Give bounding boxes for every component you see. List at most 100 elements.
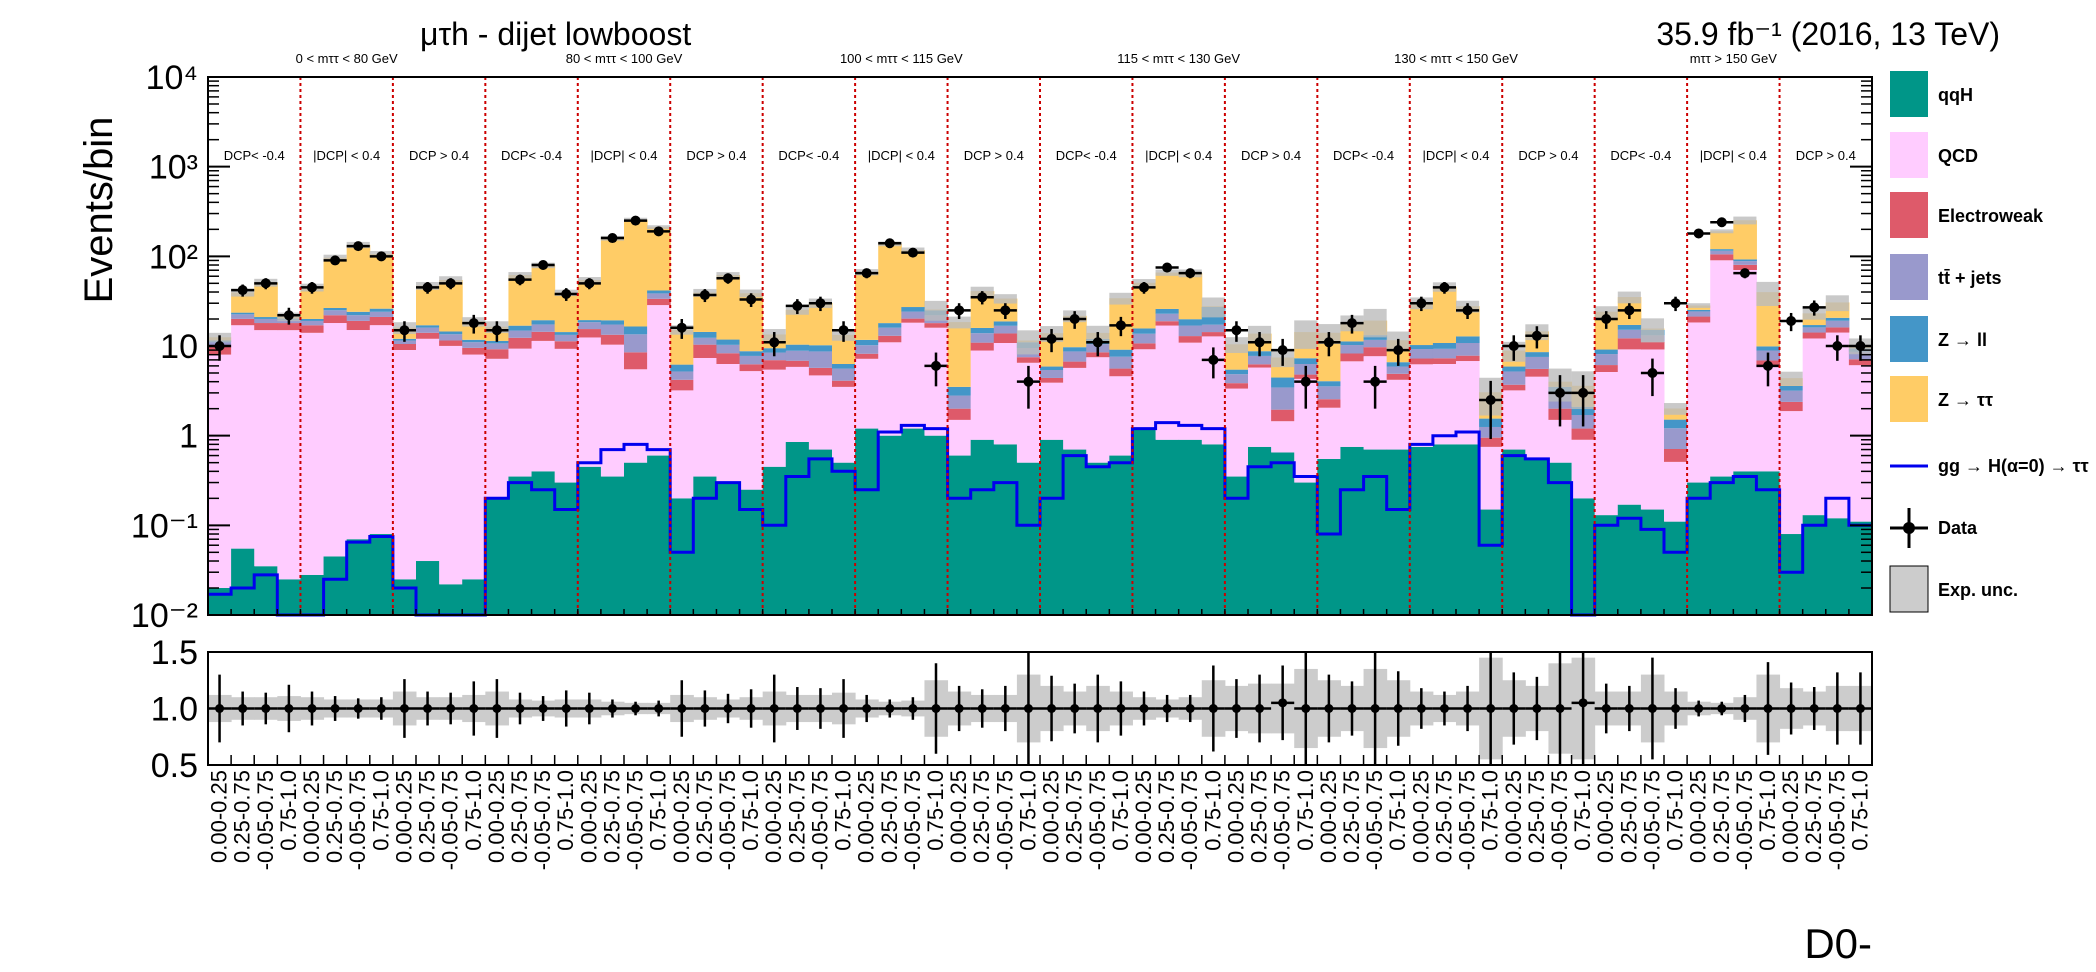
- data-point-62: [1640, 358, 1664, 397]
- data-point-41: [1155, 262, 1179, 273]
- x-tick-label-40: 0.00-0.25: [1131, 770, 1156, 863]
- bar-qcd-68: [1779, 411, 1804, 535]
- data-point-5: [323, 255, 347, 266]
- bar-z--10: [439, 279, 463, 332]
- unc-band-35: [1016, 330, 1040, 355]
- unc-band-70: [1825, 295, 1849, 312]
- x-tick-label-51: 0.75-1.0: [1385, 770, 1410, 851]
- data-point-39: [1109, 316, 1133, 337]
- data-point-6: [346, 241, 370, 252]
- x-tick-label-41: 0.25-0.75: [1154, 770, 1179, 863]
- dcp-region-label-14: DCP > 0.4: [1518, 148, 1578, 163]
- bar-z--37: [1063, 315, 1087, 348]
- data-point-50: [1363, 365, 1387, 409]
- bar-qqh-10: [439, 584, 463, 615]
- ratio-point-19: [647, 700, 671, 717]
- bar-z-ll-63: [1664, 419, 1688, 429]
- bar-qcd-48: [1317, 407, 1341, 459]
- bar-qcd-21: [693, 357, 717, 477]
- dcp-region-label-10: |DCP| < 0.4: [1145, 148, 1212, 163]
- bar-qcd-20: [670, 390, 694, 499]
- unc-band-62: [1640, 318, 1664, 343]
- bar-electroweak-48: [1317, 399, 1341, 408]
- bar-electroweak-56: [1502, 384, 1526, 391]
- bar-qqh-13: [508, 476, 533, 615]
- bar-z--18: [624, 219, 648, 327]
- data-point-19: [647, 226, 671, 237]
- bar-tt-jets-43: [1201, 324, 1226, 333]
- unc-band-66: [1733, 216, 1757, 225]
- bar-qqh-42: [1178, 439, 1203, 615]
- bar-electroweak-41: [1155, 321, 1180, 326]
- bar-qqh-29: [878, 435, 902, 615]
- bar-tt-jets-7: [369, 311, 394, 317]
- bar-electroweak-7: [369, 316, 394, 326]
- ratio-y-tick-label-0: 0.5: [151, 747, 198, 785]
- bar-tt-jets-6: [346, 315, 371, 321]
- bar-qqh-68: [1779, 534, 1804, 615]
- bar-z--53: [1432, 286, 1457, 344]
- bar-z-ll-37: [1063, 347, 1087, 352]
- unc-band-31: [924, 300, 948, 321]
- data-point-1: [231, 284, 255, 297]
- dcp-region-label-4: |DCP| < 0.4: [590, 148, 657, 163]
- x-tick-label-37: 0.25-0.75: [1062, 770, 1087, 863]
- unc-band-68: [1779, 371, 1803, 386]
- data-point-31: [924, 352, 948, 387]
- ratio-point-63: [1664, 688, 1688, 729]
- ratio-point-13: [508, 692, 532, 725]
- unc-band-34: [993, 294, 1017, 304]
- bar-z-ll-53: [1432, 343, 1457, 349]
- y-tick-label-3: 10: [160, 328, 198, 366]
- data-point-61: [1617, 303, 1641, 320]
- main-panel-axes: 10⁻² 10⁻¹ 1 10 10² 10³ 10⁴: [131, 59, 1873, 635]
- x-tick-label-31: 0.75-1.0: [923, 770, 948, 851]
- x-tick-label-19: 0.75-1.0: [646, 770, 671, 851]
- bar-tt-jets-2: [254, 318, 278, 324]
- bar-qcd-57: [1525, 376, 1549, 459]
- x-tick-label-3: 0.75-1.0: [276, 770, 301, 851]
- bar-electroweak-4: [300, 325, 325, 333]
- ratio-point-39: [1109, 681, 1133, 736]
- bar-z-ll-12: [485, 340, 509, 344]
- y-tick-label-2: 1: [179, 418, 198, 456]
- ratio-point-52: [1409, 688, 1433, 729]
- data-point-25: [785, 299, 809, 315]
- bar-tt-jets-44: [1224, 374, 1249, 384]
- x-tick-label-28: 0.00-0.25: [854, 770, 879, 863]
- bar-electroweak-46: [1271, 409, 1295, 422]
- bar-electroweak-25: [785, 360, 810, 367]
- ratio-point-24: [762, 674, 786, 743]
- bar-z--30: [901, 250, 925, 308]
- ratio-point-41: [1155, 694, 1179, 723]
- bar-electroweak-51: [1386, 373, 1411, 380]
- legend-item-data: Data: [1890, 508, 1978, 548]
- bar-z--27: [832, 334, 856, 364]
- x-tick-label-68: 0.00-0.25: [1778, 770, 1803, 863]
- ratio-point-54: [1456, 685, 1480, 732]
- data-point-64: [1687, 228, 1711, 239]
- data-point-13: [508, 274, 532, 286]
- ratio-point-40: [1132, 691, 1156, 726]
- bar-z--4: [300, 287, 325, 319]
- bar-qqh-20: [670, 498, 694, 615]
- bar-electroweak-34: [993, 333, 1018, 344]
- data-point-23: [739, 293, 763, 307]
- bar-electroweak-29: [878, 335, 902, 343]
- bar-qqh-21: [693, 476, 717, 615]
- bar-electroweak-23: [739, 364, 764, 372]
- data-point-14: [531, 260, 555, 271]
- bar-tt-jets-10: [439, 334, 463, 341]
- data-point-11: [462, 314, 486, 334]
- bar-z-ll-29: [878, 323, 902, 328]
- x-tick-label-61: 0.25-0.75: [1616, 770, 1641, 863]
- x-tick-label-60: 0.00-0.25: [1593, 770, 1618, 863]
- ratio-point-33: [970, 689, 994, 728]
- bar-electroweak-11: [462, 347, 486, 355]
- bar-electroweak-70: [1825, 327, 1850, 333]
- bar-qcd-43: [1201, 336, 1226, 445]
- bar-qqh-19: [647, 455, 671, 615]
- x-tick-label-16: 0.00-0.25: [576, 770, 601, 863]
- ratio-point-60: [1594, 683, 1618, 734]
- bar-electroweak-53: [1432, 358, 1457, 364]
